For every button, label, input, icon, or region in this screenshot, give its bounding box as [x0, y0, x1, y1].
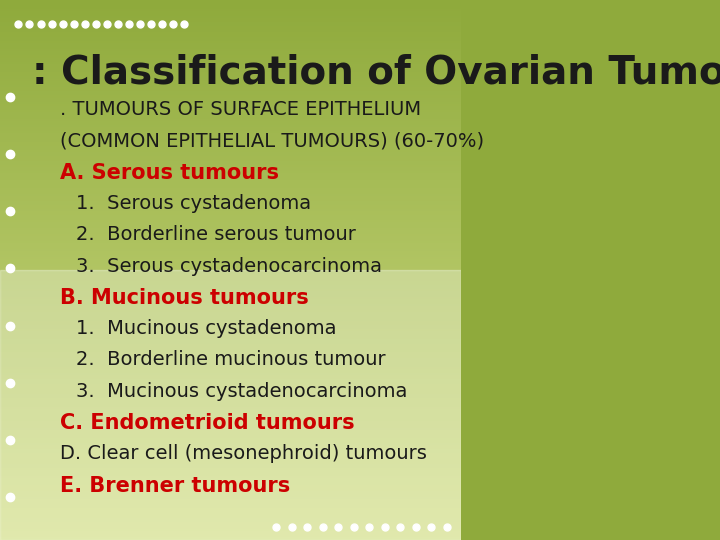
Text: : Classification of Ovarian Tumours.: : Classification of Ovarian Tumours.: [32, 54, 720, 92]
Text: E. Brenner tumours: E. Brenner tumours: [60, 476, 290, 496]
Text: 3.  Mucinous cystadenocarcinoma: 3. Mucinous cystadenocarcinoma: [76, 382, 408, 401]
Text: (COMMON EPITHELIAL TUMOURS) (60-70%): (COMMON EPITHELIAL TUMOURS) (60-70%): [60, 131, 484, 150]
Text: 3.  Serous cystadenocarcinoma: 3. Serous cystadenocarcinoma: [76, 256, 382, 275]
Text: . TUMOURS OF SURFACE EPITHELIUM: . TUMOURS OF SURFACE EPITHELIUM: [60, 100, 421, 119]
Text: 1.  Serous cystadenoma: 1. Serous cystadenoma: [76, 194, 311, 213]
Text: 1.  Mucinous cystadenoma: 1. Mucinous cystadenoma: [76, 319, 336, 338]
Bar: [0, 270, 461, 540]
Text: 2.  Borderline serous tumour: 2. Borderline serous tumour: [76, 225, 356, 244]
Text: D. Clear cell (mesonephroid) tumours: D. Clear cell (mesonephroid) tumours: [60, 444, 427, 463]
Text: B. Mucinous tumours: B. Mucinous tumours: [60, 288, 309, 308]
Text: 2.  Borderline mucinous tumour: 2. Borderline mucinous tumour: [76, 350, 386, 369]
Text: C. Endometrioid tumours: C. Endometrioid tumours: [60, 413, 354, 433]
Text: A. Serous tumours: A. Serous tumours: [60, 163, 279, 183]
